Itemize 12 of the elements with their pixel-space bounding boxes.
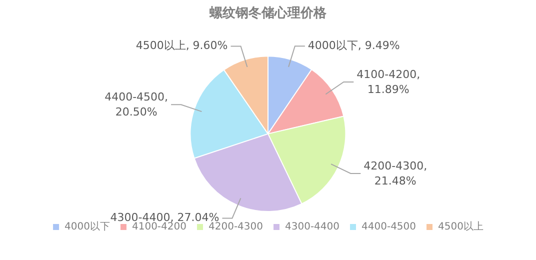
legend-label: 4000以下 (64, 220, 110, 233)
legend-label: 4400-4500 (362, 222, 416, 233)
data-label: 4000以下, 9.49% (308, 39, 400, 52)
data-label: 4100-4200, 11.89% (356, 68, 420, 96)
data-label: 4200-4300, 21.48% (364, 159, 428, 188)
data-label: 4400-4500, 20.50% (104, 90, 168, 118)
legend-label: 4200-4300 (208, 222, 264, 233)
data-label: 4500以上, 9.60% (136, 39, 228, 52)
chart-title: 螺纹钢冬储心理价格 (208, 5, 328, 22)
legend-label: 4500以上 (438, 220, 484, 233)
legend-label: 4300-4400 (285, 222, 340, 233)
legend-label: 4100-4200 (132, 222, 186, 233)
